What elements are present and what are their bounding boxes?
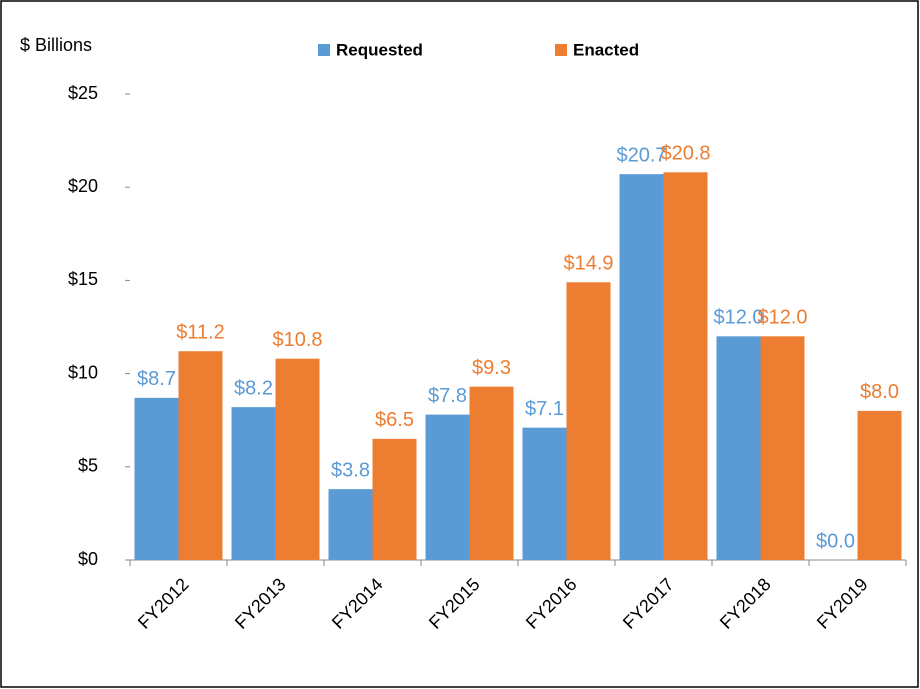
value-label: $14.9 <box>563 253 613 275</box>
y-tick-label: $10 <box>68 362 98 382</box>
bar <box>522 427 567 560</box>
bar <box>425 414 470 560</box>
y-tick-label: $20 <box>68 176 98 196</box>
bar <box>275 358 320 560</box>
legend-swatch <box>555 44 567 56</box>
bar <box>760 336 805 560</box>
y-tick-label: $15 <box>68 269 98 289</box>
value-label: $3.8 <box>331 459 370 481</box>
y-tick-label: $25 <box>68 83 98 103</box>
bar <box>178 351 223 560</box>
bar <box>663 172 708 560</box>
value-label: $7.1 <box>525 398 564 420</box>
bar <box>857 410 902 560</box>
value-label: $10.8 <box>272 329 322 351</box>
bar <box>619 174 664 561</box>
legend-label: Requested <box>336 40 423 59</box>
legend-label: Enacted <box>573 40 639 59</box>
bar <box>134 397 179 560</box>
value-label: $11.2 <box>176 322 225 344</box>
bar <box>231 407 276 560</box>
y-tick-label: $5 <box>78 456 98 476</box>
value-label: $8.7 <box>137 368 176 390</box>
value-label: $20.8 <box>660 143 710 165</box>
bar <box>372 438 417 560</box>
value-label: $7.8 <box>428 385 467 407</box>
bar <box>328 489 373 560</box>
value-label: $12.0 <box>713 307 763 329</box>
legend-swatch <box>318 44 330 56</box>
value-label: $20.7 <box>616 144 666 166</box>
value-label: $0.0 <box>816 530 855 552</box>
y-tick-label: $0 <box>78 549 98 569</box>
value-label: $12.0 <box>757 307 807 329</box>
bar <box>469 386 514 560</box>
value-label: $9.3 <box>472 357 511 379</box>
y-axis-label: $ Billions <box>20 35 92 55</box>
value-label: $8.0 <box>860 381 899 403</box>
bar <box>566 282 611 560</box>
value-label: $8.2 <box>234 377 273 399</box>
bar <box>716 336 761 560</box>
value-label: $6.5 <box>375 409 414 431</box>
